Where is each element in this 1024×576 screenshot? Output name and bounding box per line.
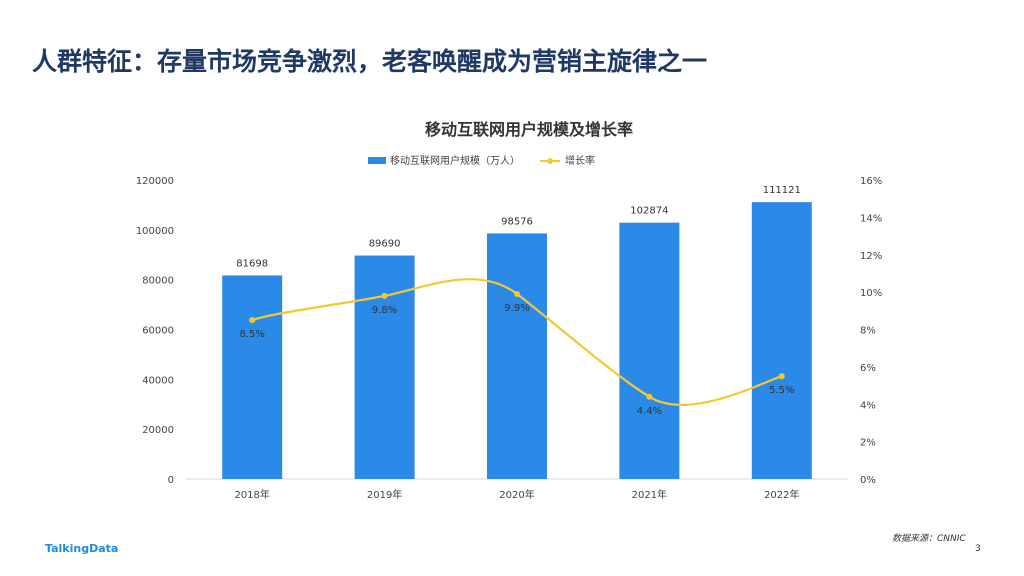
growth-rate-label: 5.5%: [769, 385, 794, 396]
right-axis-tick: 14%: [860, 213, 882, 224]
chart-title: 移动互联网用户规模及增长率: [425, 120, 633, 139]
bar: [222, 275, 283, 479]
growth-rate-label: 4.4%: [637, 406, 662, 417]
bar: [487, 233, 547, 479]
growth-rate-point: [646, 393, 653, 400]
growth-rate-label: 8.5%: [239, 329, 264, 340]
page-title: 人群特征：存量市场竞争激烈，老客唤醒成为营销主旋律之一: [32, 47, 708, 76]
left-axis-tick: 40000: [142, 375, 174, 386]
page-number: 3: [975, 544, 981, 554]
legend-bar-swatch: [368, 157, 386, 164]
legend-bar-label: 移动互联网用户规模（万人）: [390, 154, 520, 167]
right-axis-tick: 0%: [860, 475, 876, 486]
growth-rate-point: [249, 317, 256, 324]
right-axis-tick: 4%: [860, 400, 876, 411]
x-axis-tick: 2020年: [499, 488, 534, 501]
bar-value-label: 89690: [369, 239, 401, 250]
x-axis-tick: 2018年: [234, 488, 269, 501]
left-axis-tick: 60000: [142, 326, 174, 337]
growth-rate-point: [778, 373, 785, 380]
left-axis-tick: 100000: [136, 226, 174, 237]
x-axis-tick: 2019年: [367, 488, 402, 501]
x-axis-tick: 2022年: [764, 488, 799, 501]
bar-value-label: 98576: [501, 216, 533, 227]
bar: [354, 255, 415, 479]
growth-rate-point: [514, 290, 520, 297]
bar-value-label: 81698: [236, 258, 268, 269]
left-axis-tick: 80000: [142, 276, 174, 287]
bar-value-label: 111121: [763, 185, 801, 196]
bar: [619, 222, 680, 479]
data-source: 数据来源：CNNIC: [892, 534, 966, 544]
x-axis-tick: 2021年: [632, 488, 667, 501]
right-axis-tick: 6%: [860, 363, 876, 374]
bar-value-label: 102874: [630, 206, 668, 217]
right-axis-tick: 10%: [860, 288, 882, 299]
growth-rate-label: 9.9%: [504, 303, 529, 314]
left-axis-tick: 120000: [136, 176, 174, 187]
legend-line-marker: [547, 158, 553, 164]
legend-line-label: 增长率: [565, 154, 595, 167]
growth-rate-label: 9.8%: [372, 305, 397, 316]
left-axis-tick: 20000: [142, 425, 174, 436]
right-axis-tick: 2%: [860, 438, 876, 449]
growth-rate-point: [381, 292, 388, 299]
right-axis-tick: 8%: [860, 326, 876, 337]
talkingdata-logo: TalkingData: [45, 542, 119, 555]
bar: [751, 202, 812, 479]
right-axis-tick: 12%: [860, 251, 882, 262]
right-axis-tick: 16%: [860, 176, 882, 187]
left-axis-tick: 0: [168, 475, 174, 486]
